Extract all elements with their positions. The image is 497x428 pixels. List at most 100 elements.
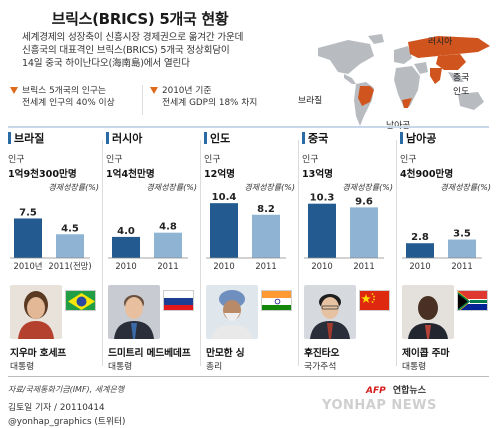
bar-value-label: 10.4 (212, 192, 237, 203)
bar-value-label: 8.2 (257, 204, 275, 215)
australia-shape (458, 92, 484, 110)
north-america-shape (318, 40, 374, 74)
leader-name: 후진타오 (304, 348, 340, 359)
growth-rate-label: 경제성장률(%) (48, 183, 99, 192)
south-africa-shape (402, 98, 412, 108)
growth-chart-svg: 2.8 2010 3.5 2011 (402, 229, 482, 271)
growth-chart: 2.8 2010 3.5 2011 (400, 188, 495, 274)
note-divider (142, 85, 143, 115)
leader-title: 국가주석 (304, 362, 337, 372)
leader-portrait-medvedev (108, 285, 160, 339)
country-column-india: 인도 인구 12억명 경제성장률(%) 10.4 2010 8.2 2011 (204, 130, 299, 370)
note-line: 전세계 GDP의 18% 차지 (162, 98, 258, 108)
accent-bar (8, 132, 11, 144)
accent-bar (302, 132, 305, 144)
lead-text: 세계경제의 성장축이 신흥시장 경제권으로 옮겨간 가운데 신흥국의 대표격인 … (22, 31, 292, 70)
category-tick-label: 2010년 (13, 261, 42, 271)
note-line: 2010년 기준 (162, 86, 212, 96)
leader-portrait-hu (304, 285, 356, 339)
leader-title: 대통령 (10, 362, 35, 372)
map-label-russia: 러시아 (428, 37, 453, 47)
brazil-shape (358, 86, 374, 106)
leader-title: 대통령 (402, 362, 427, 372)
population-label: 인구 (106, 155, 123, 165)
note-population: 브릭스 5개국의 인구는 전세계 인구의 40% 이상 (10, 85, 115, 109)
country-column-china: 중국 인구 13억명 경제성장률(%) 10.3 2010 9.6 2011 (302, 130, 397, 370)
source-note: 자료/국제통화기금(IMF), 세계은행 (8, 385, 125, 394)
country-name-text: 중국 (308, 132, 329, 145)
category-tick-label: 2011 (451, 261, 472, 271)
country-column-brazil: 브라질 인구 1억9천300만명 경제성장률(%) 7.5 2010년 4.5 201… (8, 130, 103, 370)
growth-rate-label: 경제성장률(%) (342, 183, 393, 192)
china-shape (436, 54, 466, 70)
leader-name: 드미트리 메드베데프 (108, 348, 191, 359)
bar-2010년 (14, 218, 42, 258)
population-value: 13억명 (302, 169, 334, 180)
brazil-flag-icon (65, 290, 96, 311)
map-label-india: 인도 (453, 87, 470, 97)
growth-chart-svg: 10.4 2010 8.2 2011 (206, 192, 286, 271)
bar-value-label: 4.0 (117, 226, 135, 237)
bar-value-label: 10.3 (310, 193, 335, 204)
column-divider (102, 140, 103, 366)
bar-value-label: 2.8 (411, 232, 429, 243)
leader-portrait-rousseff (10, 285, 62, 339)
greenland-shape (368, 34, 384, 44)
growth-chart-svg: 4.0 2010 4.8 2011 (108, 222, 188, 271)
world-map: 러시아 중국 인도 브라질 남아공 (298, 30, 493, 131)
note-line: 전세계 인구의 40% 이상 (22, 98, 115, 108)
india-shape (430, 68, 442, 84)
central-america-shape (344, 74, 356, 84)
growth-chart: 7.5 2010년 4.5 2011(전망) (8, 188, 103, 274)
category-tick-label: 2010 (311, 261, 332, 271)
china-flag-icon (359, 290, 390, 311)
country-name: 남아공 (400, 130, 495, 146)
category-tick-label: 2010 (409, 261, 430, 271)
population-label: 인구 (8, 155, 25, 165)
leader-portrait-zuma (402, 285, 454, 339)
growth-rate-label: 경제성장률(%) (244, 183, 295, 192)
category-tick-label: 2011 (353, 261, 374, 271)
category-tick-label: 2010 (213, 261, 234, 271)
lead-line: 세계경제의 성장축이 신흥시장 경제권으로 옮겨간 가운데 (22, 32, 244, 43)
bar-2011(전망) (56, 234, 84, 258)
category-tick-label: 2011 (157, 261, 178, 271)
bar-2011 (350, 207, 378, 258)
population-value: 1억4천만명 (106, 169, 155, 180)
bar-value-label: 4.5 (61, 223, 79, 234)
country-column-russia: 러시아 인구 1억4천만명 경제성장률(%) 4.0 2010 4.8 2011 (106, 130, 201, 370)
afp-logo: AFP (366, 386, 386, 396)
growth-chart-svg: 10.3 2010 9.6 2011 (304, 193, 384, 271)
triangle-bullet-icon (150, 87, 158, 94)
header-rule (8, 126, 489, 128)
leader-title: 총리 (206, 362, 223, 372)
bar-value-label: 4.8 (159, 222, 177, 233)
bar-value-label: 7.5 (19, 207, 37, 218)
leader-name: 제이콥 주마 (402, 348, 450, 359)
bar-2011 (252, 214, 280, 258)
country-column-south-africa: 남아공 인구 4천900만명 경제성장률(%) 2.8 2010 3.5 2011 (400, 130, 495, 370)
accent-bar (400, 132, 403, 144)
twitter-credit: @yonhap_graphics (트위터) (8, 417, 126, 427)
growth-rate-label: 경제성장률(%) (440, 183, 491, 192)
map-label-brazil: 브라질 (298, 96, 323, 106)
country-name-text: 러시아 (112, 132, 143, 145)
note-gdp: 2010년 기준 전세계 GDP의 18% 차지 (150, 85, 257, 109)
country-name: 중국 (302, 130, 397, 146)
growth-rate-label: 경제성장률(%) (146, 183, 197, 192)
middle-east-shape (414, 62, 428, 74)
leader-name: 지우마 호세프 (10, 348, 67, 359)
accent-bar (204, 132, 207, 144)
population-label: 인구 (204, 155, 221, 165)
population-label: 인구 (302, 155, 319, 165)
bar-2010 (210, 203, 238, 258)
map-label-china: 중국 (453, 73, 470, 83)
bar-2011 (448, 239, 476, 258)
agency-logos: AFP 연합뉴스 (366, 383, 426, 396)
africa-shape (394, 66, 420, 108)
russia-flag-icon (163, 290, 194, 311)
summary-notes: 브릭스 5개국의 인구는 전세계 인구의 40% 이상 2010년 기준 전세계… (10, 85, 310, 123)
page-title: 브릭스(BRICS) 5개국 현황 (51, 10, 229, 28)
country-name: 브라질 (8, 130, 103, 146)
